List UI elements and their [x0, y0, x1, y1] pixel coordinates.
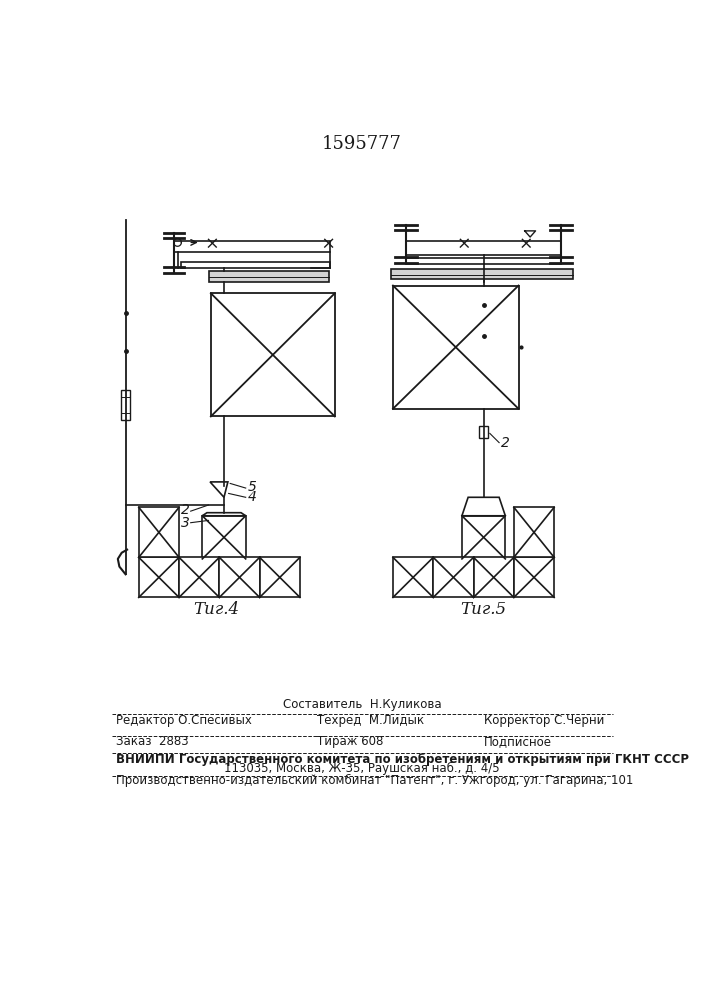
- Text: 1595777: 1595777: [322, 135, 402, 153]
- Bar: [393, 286, 518, 409]
- Text: Подписное: Подписное: [484, 735, 551, 748]
- Text: Техред  М.Лидык: Техред М.Лидык: [317, 714, 424, 727]
- Bar: [121, 390, 130, 420]
- Bar: [474, 557, 514, 597]
- Bar: [433, 557, 474, 597]
- Text: Τиг.4: Τиг.4: [193, 601, 239, 618]
- Bar: [514, 557, 554, 597]
- Bar: [393, 557, 433, 597]
- Text: 2: 2: [182, 503, 190, 517]
- Text: 5: 5: [247, 480, 256, 494]
- Text: Тираж 608: Тираж 608: [317, 735, 383, 748]
- Text: Редактор О.Спесивых: Редактор О.Спесивых: [115, 714, 252, 727]
- Bar: [182, 262, 330, 268]
- Text: ВНИИПИ Государственного комитета по изобретениям и открытиям при ГКНТ СССР: ВНИИПИ Государственного комитета по изоб…: [115, 753, 689, 766]
- Bar: [406, 241, 561, 255]
- Bar: [391, 269, 573, 279]
- Bar: [462, 516, 506, 559]
- Bar: [514, 507, 554, 557]
- Bar: [202, 516, 246, 559]
- Text: Τиг.5: Τиг.5: [460, 601, 507, 618]
- Text: Заказ  2883: Заказ 2883: [115, 735, 188, 748]
- Text: 113035, Москва, Ж-35, Раушская наб., д. 4/5: 113035, Москва, Ж-35, Раушская наб., д. …: [224, 762, 500, 775]
- Bar: [174, 241, 330, 252]
- Text: Составитель  Н.Куликова: Составитель Н.Куликова: [283, 698, 441, 711]
- Bar: [406, 258, 561, 264]
- Text: Корректор С.Черни: Корректор С.Черни: [484, 714, 604, 727]
- Bar: [179, 557, 219, 597]
- Bar: [219, 557, 259, 597]
- Bar: [139, 557, 179, 597]
- Bar: [479, 426, 489, 438]
- Text: 4: 4: [247, 490, 256, 504]
- Bar: [209, 271, 329, 282]
- Text: 2: 2: [501, 436, 510, 450]
- Text: Производственно-издательский комбинат "Патент", г. Ужгород, ул. Гагарина, 101: Производственно-издательский комбинат "П…: [115, 774, 633, 787]
- Text: 3: 3: [182, 516, 190, 530]
- Bar: [139, 507, 179, 557]
- Bar: [211, 293, 335, 416]
- Bar: [259, 557, 300, 597]
